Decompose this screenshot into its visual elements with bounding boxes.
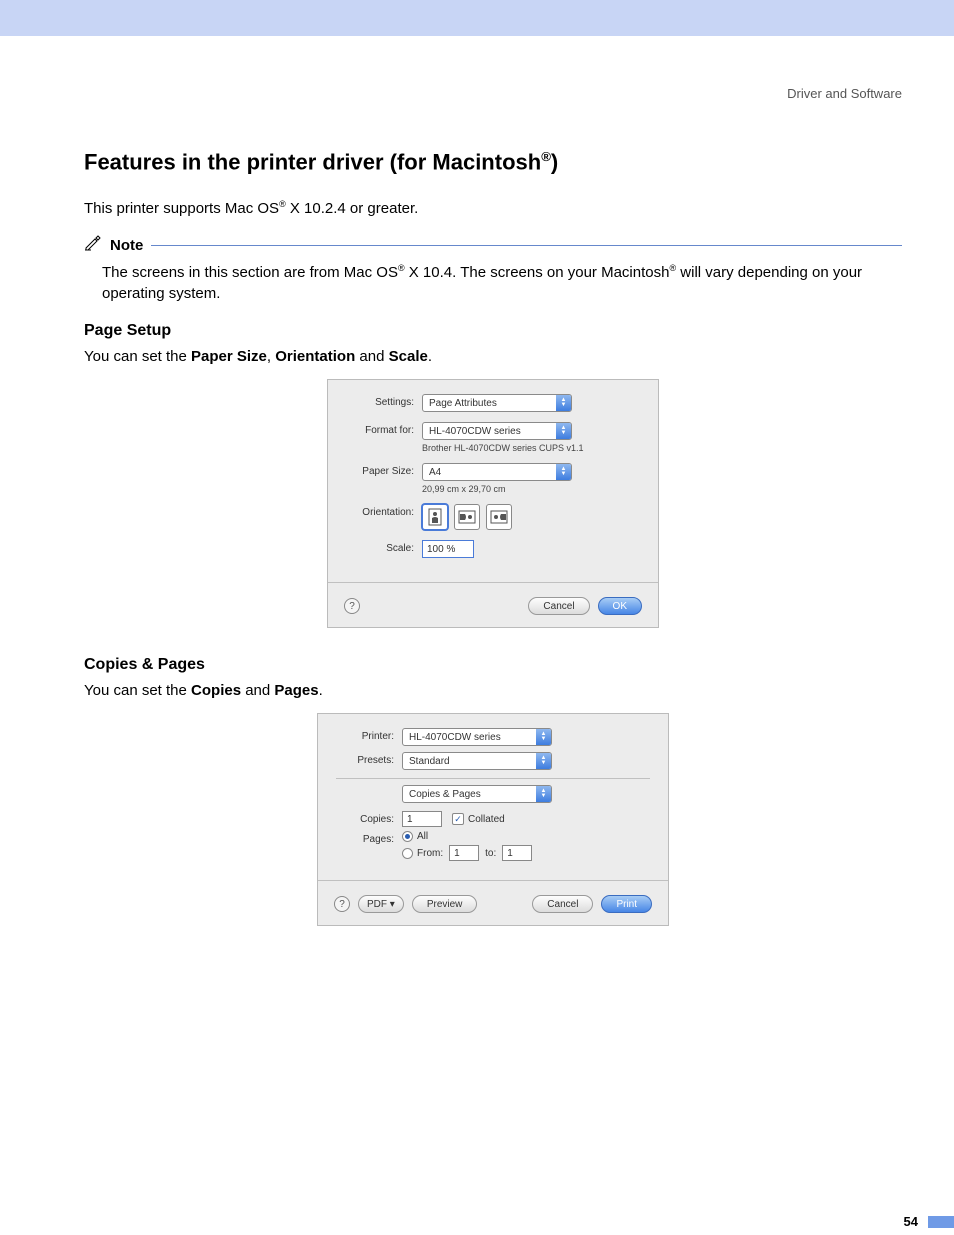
pages-to-label: to: [485,848,496,859]
note-label: Note [110,237,143,254]
pages-from-input[interactable]: 1 [449,845,479,861]
format-for-label: Format for: [346,422,422,436]
dialog-divider [318,880,668,881]
settings-label: Settings: [346,394,422,408]
pages-to-input[interactable]: 1 [502,845,532,861]
orientation-label: Orientation: [346,504,422,518]
page-setup-desc: You can set the Paper Size, Orientation … [84,348,902,365]
section-header: Driver and Software [84,86,902,101]
print-dialog: Printer: HL-4070CDW series ▲▼ Presets: S… [317,713,669,926]
updown-icon: ▲▼ [536,729,551,745]
title-text: Features in the printer driver (for Maci… [84,149,541,174]
cancel-button[interactable]: Cancel [528,597,589,615]
note-body: The screens in this section are from Mac… [102,262,902,304]
dialog-divider [328,582,658,583]
preview-button[interactable]: Preview [412,895,478,913]
scale-input[interactable]: 100 % [422,540,474,558]
collated-label: Collated [468,814,505,825]
page-title: Features in the printer driver (for Maci… [84,149,902,175]
copies-pages-heading: Copies & Pages [84,656,902,674]
pages-from-label: From: [417,848,443,859]
printer-label: Printer: [336,728,402,742]
scale-label: Scale: [346,540,422,554]
page-number: 54 [894,1208,928,1235]
intro-text: This printer supports Mac OS® X 10.2.4 o… [84,199,902,217]
format-for-select[interactable]: HL-4070CDW series ▲▼ [422,422,572,440]
title-sup: ® [541,149,551,164]
page-setup-dialog: Settings: Page Attributes ▲▼ Format for:… [327,379,659,628]
note-heading-row: Note [84,235,902,256]
title-close: ) [551,149,558,174]
updown-icon: ▲▼ [556,423,571,439]
pdf-button[interactable]: PDF ▾ [358,895,404,913]
paper-size-select[interactable]: A4 ▲▼ [422,463,572,481]
cancel-button[interactable]: Cancel [532,895,593,913]
pages-label: Pages: [336,831,402,845]
format-for-subtext: Brother HL-4070CDW series CUPS v1.1 [422,443,640,453]
printer-select[interactable]: HL-4070CDW series ▲▼ [402,728,552,746]
ok-button[interactable]: OK [598,597,642,615]
updown-icon: ▲▼ [536,786,551,802]
updown-icon: ▲▼ [556,464,571,480]
orientation-portrait-button[interactable] [422,504,448,530]
pages-from-radio[interactable] [402,848,413,859]
settings-select[interactable]: Page Attributes ▲▼ [422,394,572,412]
pages-all-radio[interactable] [402,831,413,842]
note-divider [151,245,902,246]
orientation-landscape-right-button[interactable] [486,504,512,530]
top-accent-bar [0,0,954,36]
pages-all-label: All [417,831,428,842]
updown-icon: ▲▼ [536,753,551,769]
paper-size-label: Paper Size: [346,463,422,477]
orientation-landscape-left-button[interactable] [454,504,480,530]
help-icon[interactable]: ? [334,896,350,912]
page-number-accent [928,1216,954,1228]
updown-icon: ▲▼ [556,395,571,411]
page-footer: 54 [894,1208,954,1235]
paper-size-subtext: 20,99 cm x 29,70 cm [422,484,640,494]
help-icon[interactable]: ? [344,598,360,614]
print-button[interactable]: Print [601,895,652,913]
copies-label: Copies: [336,811,402,825]
pencil-note-icon [84,235,102,256]
copies-pages-desc: You can set the Copies and Pages. [84,682,902,699]
dialog-divider [336,778,650,779]
presets-select[interactable]: Standard ▲▼ [402,752,552,770]
collated-checkbox[interactable]: ✓ [452,813,464,825]
copies-input[interactable]: 1 [402,811,442,827]
page-setup-heading: Page Setup [84,322,902,340]
panel-select[interactable]: Copies & Pages ▲▼ [402,785,552,803]
presets-label: Presets: [336,752,402,766]
